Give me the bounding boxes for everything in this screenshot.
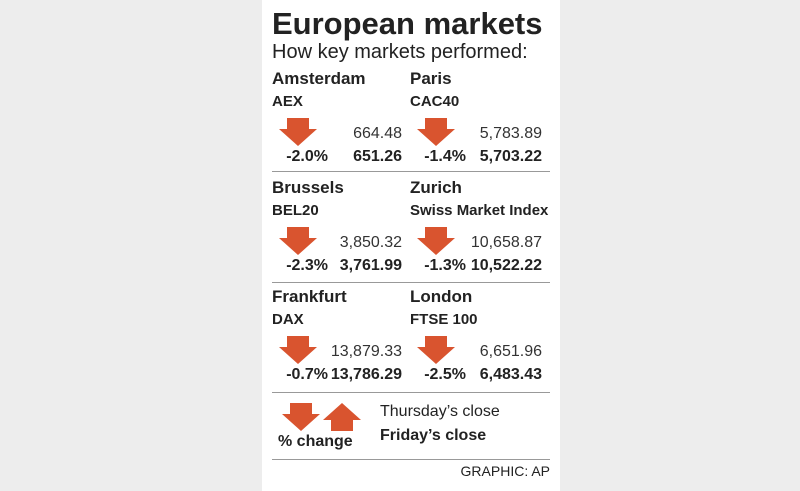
- previous-close: 13,879.33: [330, 343, 402, 360]
- percent-change: -2.5%: [424, 366, 466, 383]
- down-arrow-icon: [417, 336, 455, 364]
- divider: [272, 459, 550, 460]
- index-name: BEL20: [272, 202, 319, 219]
- down-arrow-icon: [417, 227, 455, 255]
- divider: [272, 392, 550, 393]
- panel: European markets How key markets perform…: [262, 0, 560, 491]
- close: 5,703.22: [479, 148, 542, 165]
- subtitle: How key markets performed:: [272, 41, 528, 63]
- city: London: [410, 287, 473, 306]
- previous-close: 3,850.32: [339, 234, 402, 251]
- percent-change: -1.3%: [424, 257, 466, 274]
- legend-close: Friday’s close: [380, 427, 487, 444]
- percent-change: -1.4%: [424, 148, 466, 165]
- city: Paris: [410, 69, 452, 88]
- index-name: FTSE 100: [410, 311, 478, 328]
- percent-change: -2.0%: [286, 148, 328, 165]
- divider: [272, 171, 550, 172]
- down-arrow-icon: [417, 118, 455, 146]
- previous-close: 664.48: [353, 125, 402, 142]
- close: 13,786.29: [330, 366, 402, 383]
- down-arrow-icon: [279, 336, 317, 364]
- percent-change: -0.7%: [286, 366, 328, 383]
- city: Frankfurt: [272, 287, 347, 306]
- city: Brussels: [272, 178, 344, 197]
- index-name: AEX: [272, 93, 303, 110]
- legend-change: % change: [278, 433, 353, 450]
- close: 10,522.22: [470, 257, 542, 274]
- divider: [272, 282, 550, 283]
- down-arrow-icon: [279, 227, 317, 255]
- close: 3,761.99: [339, 257, 402, 274]
- down-arrow-icon: [282, 403, 320, 431]
- up-arrow-icon: [323, 403, 361, 431]
- index-name: Swiss Market Index: [410, 202, 549, 219]
- previous-close: 10,658.87: [470, 234, 542, 251]
- index-name: CAC40: [410, 93, 460, 110]
- close: 6,483.43: [479, 366, 542, 383]
- index-name: DAX: [272, 311, 304, 328]
- previous-close: 5,783.89: [479, 125, 542, 142]
- close: 651.26: [353, 148, 402, 165]
- down-arrow-icon: [279, 118, 317, 146]
- city: Amsterdam: [272, 69, 366, 88]
- city: Zurich: [410, 178, 462, 197]
- legend-previous: Thursday’s close: [380, 403, 500, 420]
- percent-change: -2.3%: [286, 257, 328, 274]
- title: European markets: [272, 6, 543, 41]
- previous-close: 6,651.96: [479, 343, 542, 360]
- credit: GRAPHIC: AP: [460, 463, 550, 479]
